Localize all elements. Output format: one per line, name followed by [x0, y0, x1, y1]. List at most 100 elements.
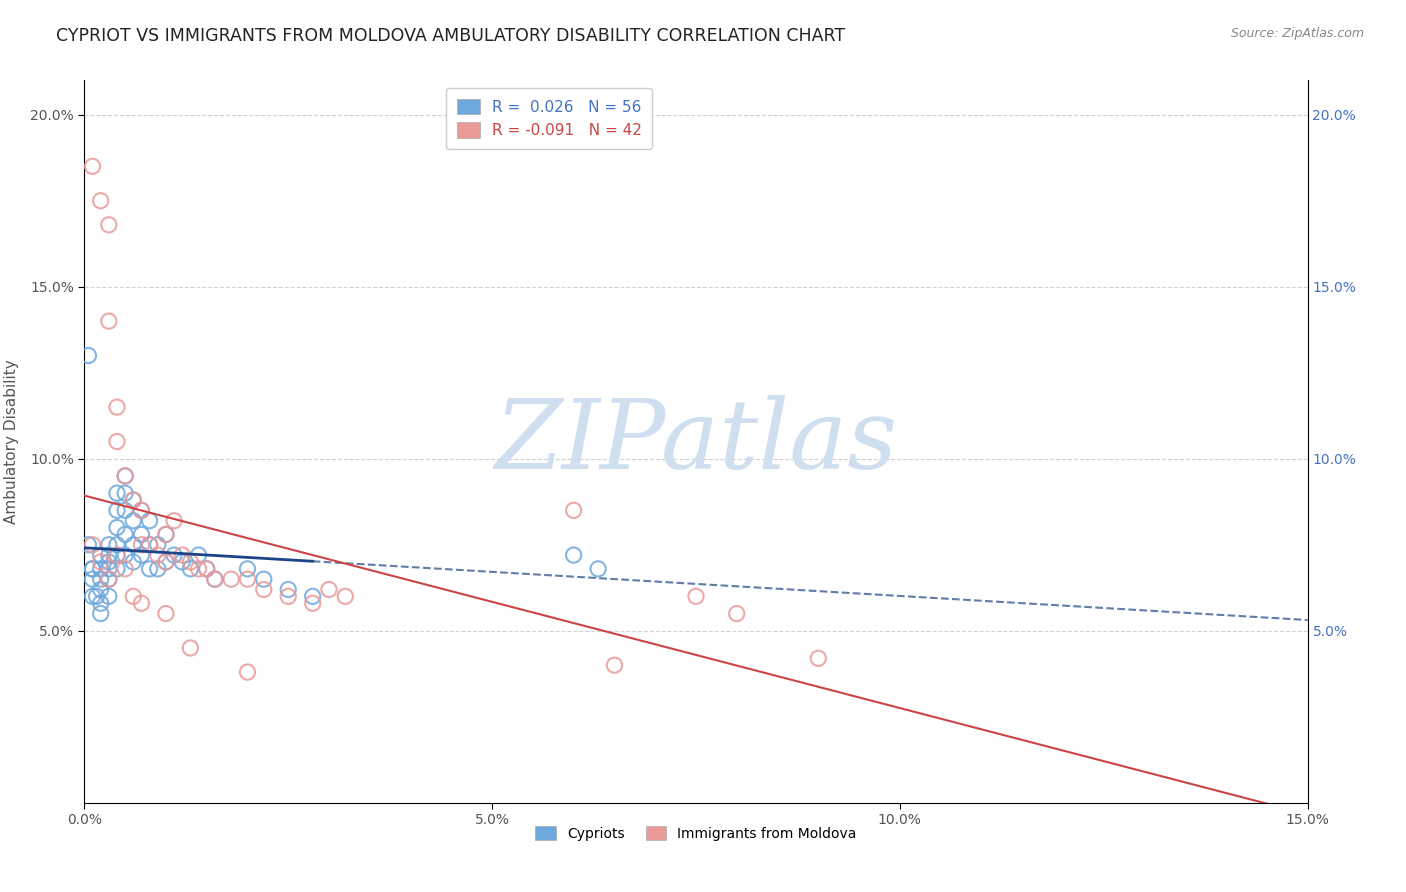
Point	[90, 555, 112, 569]
Point	[97, 572, 120, 586]
Point	[82, 159, 104, 173]
Point	[586, 562, 609, 576]
Point	[105, 538, 128, 552]
Point	[146, 548, 169, 562]
Point	[685, 590, 707, 604]
Point	[195, 562, 218, 576]
Point	[163, 548, 186, 562]
Point	[77, 349, 100, 363]
Point	[97, 590, 120, 604]
Point	[122, 493, 145, 508]
Point	[318, 582, 340, 597]
Point	[114, 469, 136, 483]
Point	[105, 434, 128, 449]
Point	[335, 590, 357, 604]
Point	[603, 658, 626, 673]
Point	[105, 548, 128, 562]
Point	[155, 527, 177, 541]
Point	[277, 590, 299, 604]
Point	[97, 555, 120, 569]
Point	[131, 548, 153, 562]
Point	[138, 562, 160, 576]
Point	[155, 555, 177, 569]
Point	[195, 562, 218, 576]
Point	[807, 651, 830, 665]
Point	[90, 572, 112, 586]
Point	[725, 607, 748, 621]
Point	[97, 538, 120, 552]
Point	[131, 527, 153, 541]
Point	[204, 572, 226, 586]
Point	[204, 572, 226, 586]
Point	[97, 572, 120, 586]
Point	[131, 503, 153, 517]
Point	[105, 486, 128, 500]
Point	[138, 538, 160, 552]
Point	[301, 590, 323, 604]
Point	[114, 503, 136, 517]
Point	[219, 572, 242, 586]
Point	[131, 596, 153, 610]
Point	[90, 562, 112, 576]
Point	[163, 514, 186, 528]
Point	[122, 493, 145, 508]
Point	[187, 562, 209, 576]
Point	[82, 590, 104, 604]
Point	[122, 514, 145, 528]
Point	[82, 572, 104, 586]
Point	[301, 596, 323, 610]
Point	[253, 582, 276, 597]
Point	[155, 555, 177, 569]
Point	[114, 469, 136, 483]
Point	[105, 548, 128, 562]
Point	[97, 562, 120, 576]
Point	[179, 562, 201, 576]
Point	[114, 527, 136, 541]
Point	[131, 503, 153, 517]
Point	[146, 538, 169, 552]
Point	[105, 562, 128, 576]
Point	[77, 538, 100, 552]
Point	[82, 538, 104, 552]
Text: CYPRIOT VS IMMIGRANTS FROM MOLDOVA AMBULATORY DISABILITY CORRELATION CHART: CYPRIOT VS IMMIGRANTS FROM MOLDOVA AMBUL…	[56, 27, 845, 45]
Point	[122, 590, 145, 604]
Point	[187, 548, 209, 562]
Point	[97, 218, 120, 232]
Point	[122, 555, 145, 569]
Point	[97, 548, 120, 562]
Point	[562, 503, 585, 517]
Point	[146, 562, 169, 576]
Point	[90, 607, 112, 621]
Point	[155, 527, 177, 541]
Point	[114, 562, 136, 576]
Point	[90, 582, 112, 597]
Legend: Cypriots, Immigrants from Moldova: Cypriots, Immigrants from Moldova	[530, 821, 862, 847]
Point	[90, 548, 112, 562]
Point	[105, 400, 128, 414]
Point	[82, 562, 104, 576]
Point	[82, 562, 104, 576]
Point	[114, 486, 136, 500]
Point	[131, 538, 153, 552]
Point	[105, 520, 128, 534]
Point	[236, 665, 259, 679]
Point	[179, 640, 201, 655]
Point	[277, 582, 299, 597]
Point	[97, 314, 120, 328]
Text: ZIPatlas: ZIPatlas	[495, 394, 897, 489]
Point	[105, 503, 128, 517]
Point	[179, 555, 201, 569]
Point	[114, 548, 136, 562]
Point	[138, 538, 160, 552]
Point	[562, 548, 585, 562]
Point	[236, 562, 259, 576]
Point	[86, 590, 108, 604]
Point	[253, 572, 276, 586]
Point	[122, 538, 145, 552]
Text: Source: ZipAtlas.com: Source: ZipAtlas.com	[1230, 27, 1364, 40]
Point	[138, 514, 160, 528]
Y-axis label: Ambulatory Disability: Ambulatory Disability	[4, 359, 18, 524]
Point	[236, 572, 259, 586]
Point	[172, 555, 194, 569]
Point	[90, 596, 112, 610]
